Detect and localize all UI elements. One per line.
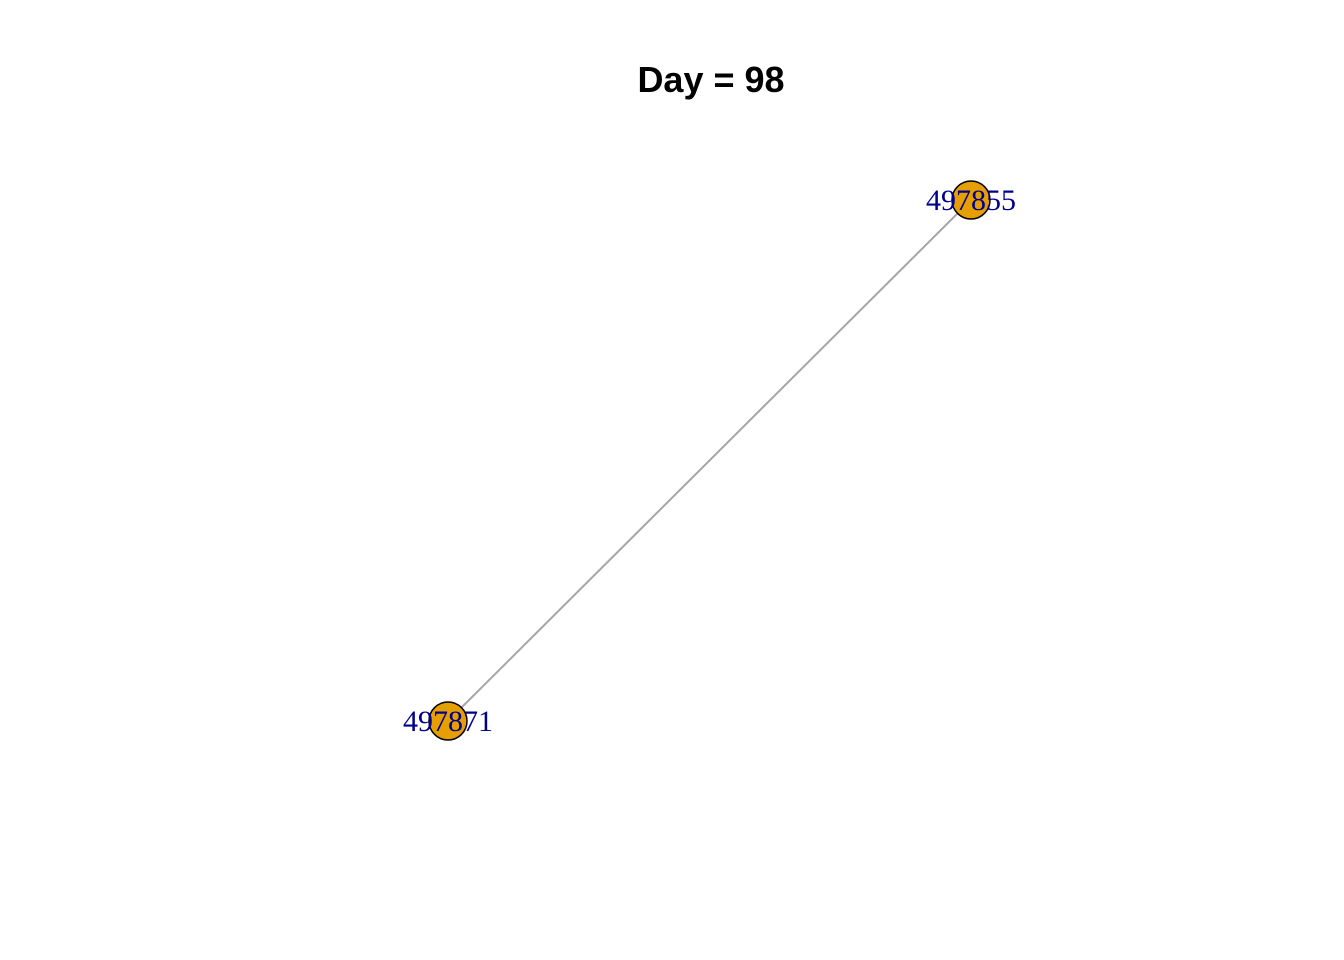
nodes-layer — [428, 180, 991, 741]
labels-layer: 497855 497871 — [403, 184, 1016, 738]
graph-edge — [447, 199, 972, 722]
edges-layer — [447, 199, 972, 722]
graph-node — [951, 180, 991, 220]
graph-node — [428, 701, 468, 741]
node-label: 497855 — [926, 184, 1016, 217]
graph-title: Day = 98 — [637, 59, 785, 100]
node-label: 497871 — [403, 705, 493, 738]
